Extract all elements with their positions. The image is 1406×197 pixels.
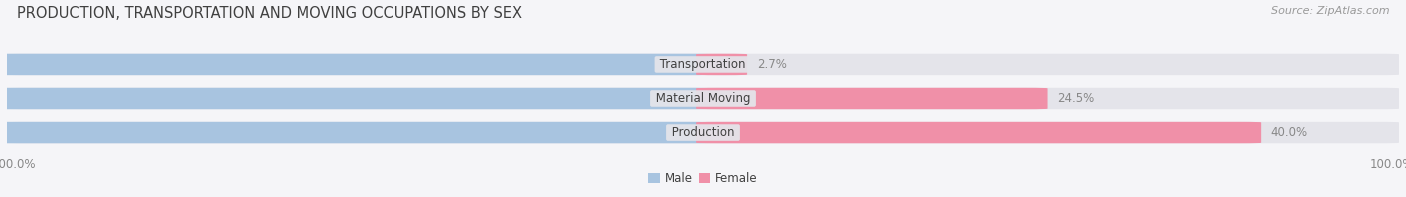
Text: 24.5%: 24.5% [1057,92,1094,105]
FancyBboxPatch shape [696,122,1261,143]
Text: 2.7%: 2.7% [756,58,786,71]
FancyBboxPatch shape [0,54,710,75]
FancyBboxPatch shape [7,88,1399,109]
FancyBboxPatch shape [0,88,710,109]
FancyBboxPatch shape [7,122,1399,143]
Text: Transportation: Transportation [657,58,749,71]
Legend: Male, Female: Male, Female [644,167,762,190]
FancyBboxPatch shape [696,88,1047,109]
Text: Production: Production [668,126,738,139]
FancyBboxPatch shape [7,54,1399,75]
FancyBboxPatch shape [696,54,747,75]
Text: Source: ZipAtlas.com: Source: ZipAtlas.com [1271,6,1389,16]
Text: PRODUCTION, TRANSPORTATION AND MOVING OCCUPATIONS BY SEX: PRODUCTION, TRANSPORTATION AND MOVING OC… [17,6,522,21]
FancyBboxPatch shape [0,122,710,143]
Text: Material Moving: Material Moving [652,92,754,105]
Text: 40.0%: 40.0% [1271,126,1308,139]
